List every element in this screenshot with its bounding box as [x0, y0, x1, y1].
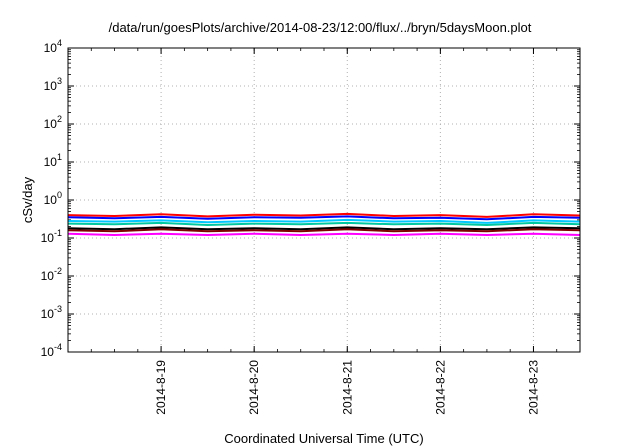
series-line-1 — [67, 212, 581, 218]
y-tick-label: 10-1 — [41, 228, 62, 245]
y-tick-label: 100 — [44, 190, 62, 207]
x-tick-label: 2014-8-22 — [433, 360, 447, 415]
x-tick-label: 2014-8-23 — [526, 360, 540, 415]
x-tick-label: 2014-8-20 — [247, 360, 261, 415]
y-tick-label: 10-2 — [41, 266, 62, 283]
x-tick-label: 2014-8-19 — [154, 360, 168, 415]
y-axis-label: cSv/day — [20, 176, 35, 223]
y-tick-label: 10-4 — [41, 342, 62, 359]
plot-frame — [67, 47, 581, 353]
y-tick-label: 103 — [44, 76, 62, 93]
y-tick-label: 10-3 — [41, 304, 62, 321]
x-axis-label: Coordinated Universal Time (UTC) — [224, 431, 424, 446]
series-line-3 — [67, 218, 581, 224]
y-tick-label: 102 — [44, 114, 62, 131]
chart-title: /data/run/goesPlots/archive/2014-08-23/1… — [108, 20, 532, 35]
series-line-4 — [67, 221, 581, 226]
series-line-7 — [67, 232, 581, 236]
y-tick-label: 104 — [44, 38, 62, 55]
x-tick-label: 2014-8-21 — [340, 360, 354, 415]
series-line-5 — [67, 226, 581, 231]
y-tick-label: 101 — [44, 152, 62, 169]
series-line-2 — [67, 215, 581, 221]
series-line-6 — [67, 228, 581, 233]
